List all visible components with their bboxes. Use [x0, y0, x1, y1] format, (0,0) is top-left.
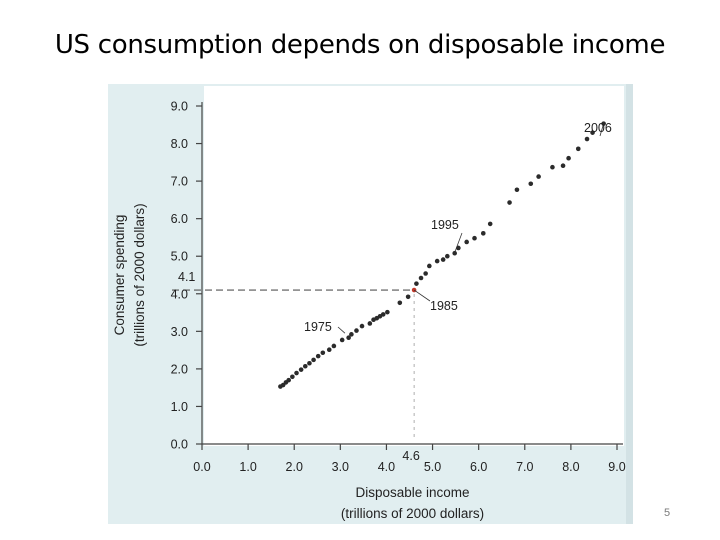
highlight-guides — [172, 289, 415, 440]
data-point — [487, 221, 493, 227]
y-tick-label: 2.0 — [171, 362, 188, 376]
annotation-1985: 1985 — [430, 299, 458, 313]
highlight-x-label: 4.6 — [402, 449, 419, 463]
data-point — [427, 263, 432, 269]
data-point — [349, 332, 354, 337]
data-point — [346, 335, 351, 341]
data-point — [507, 200, 512, 205]
data-point — [414, 281, 419, 286]
x-tick-label: 3.0 — [332, 460, 349, 474]
slide-number: 5 — [664, 507, 671, 519]
data-point — [286, 377, 291, 383]
y-tick-label: 5.0 — [171, 250, 188, 264]
data-point — [290, 374, 295, 380]
data-point — [550, 164, 555, 170]
data-point — [536, 174, 541, 179]
y-tick-label: 3.0 — [171, 325, 188, 339]
data-point — [311, 357, 316, 363]
y-axis-title-line1: Consumer spending — [112, 215, 127, 336]
data-point — [331, 343, 337, 349]
data-point — [320, 350, 326, 356]
data-point — [584, 136, 590, 142]
y-tick-label: 8.0 — [171, 137, 188, 151]
x-tick-label: 1.0 — [239, 460, 256, 474]
y-axis-title-line2: (trillions of 2000 dollars) — [132, 203, 147, 346]
x-tick-label: 6.0 — [470, 460, 487, 474]
plot-area — [204, 86, 624, 446]
x-tick-label: 0.0 — [193, 460, 210, 474]
x-tick-label: 5.0 — [424, 460, 441, 474]
data-point — [472, 235, 477, 241]
data-point — [480, 231, 486, 236]
y-tick-label: 6.0 — [171, 212, 188, 226]
annotation-leader-2006 — [599, 123, 605, 137]
annotation-1975: 1975 — [304, 320, 332, 334]
annotation-leader-1995 — [454, 232, 463, 253]
axes — [196, 102, 623, 450]
x-tick-label: 8.0 — [562, 460, 579, 474]
slide-title: US consumption depends on disposable inc… — [54, 30, 666, 60]
data-point — [405, 294, 411, 300]
x-tick-label: 9.0 — [608, 460, 625, 474]
chart-labels: 0.0 1.0 2.0 3.0 4.0 5.0 6.0 7.0 8.0 9.0 0.0 1.0 2.0 3… — [112, 100, 626, 522]
data-point — [302, 363, 308, 369]
data-point — [590, 130, 595, 135]
data-point — [575, 146, 581, 152]
data-point — [359, 323, 365, 329]
chart-panel-right-edge — [626, 84, 633, 524]
data-point — [514, 187, 520, 193]
y-tick-label: 7.0 — [171, 175, 188, 189]
data-point — [307, 360, 312, 366]
annotation-leader-1985 — [413, 289, 431, 302]
highlight-y-label: 4.1 — [178, 270, 195, 284]
data-point — [452, 250, 457, 256]
data-point — [326, 347, 332, 353]
x-axis-title-line2: (trillions of 2000 dollars) — [341, 506, 484, 521]
x-axis-title-line1: Disposable income — [355, 485, 469, 500]
x-tick-label: 2.0 — [286, 460, 303, 474]
data-point — [440, 257, 446, 262]
y-tick-label: 0.0 — [171, 438, 188, 452]
annotation-2006: 2006 — [584, 121, 612, 135]
data-point — [354, 328, 359, 333]
annotation-1995: 1995 — [431, 218, 459, 232]
data-point — [294, 370, 299, 376]
data-point — [528, 181, 534, 187]
data-point — [385, 309, 390, 315]
data-point — [464, 239, 469, 245]
data-point — [397, 300, 403, 306]
data-point — [339, 337, 345, 343]
data-point — [560, 163, 566, 169]
data-point — [566, 155, 571, 161]
data-point — [380, 312, 386, 317]
y-tick-label: 1.0 — [171, 400, 188, 414]
x-tick-label: 7.0 — [516, 460, 533, 474]
data-point — [298, 367, 304, 372]
data-point — [315, 353, 321, 359]
x-tick-label: 4.0 — [378, 460, 395, 474]
data-point — [423, 271, 428, 276]
data-point — [434, 258, 440, 264]
data-point — [367, 321, 373, 326]
y-tick-label: 9.0 — [171, 100, 188, 114]
data-point — [418, 275, 424, 281]
data-point — [445, 253, 450, 259]
y-tick-label: 4.0 — [171, 287, 188, 301]
annotation-leader-1975 — [337, 326, 346, 334]
